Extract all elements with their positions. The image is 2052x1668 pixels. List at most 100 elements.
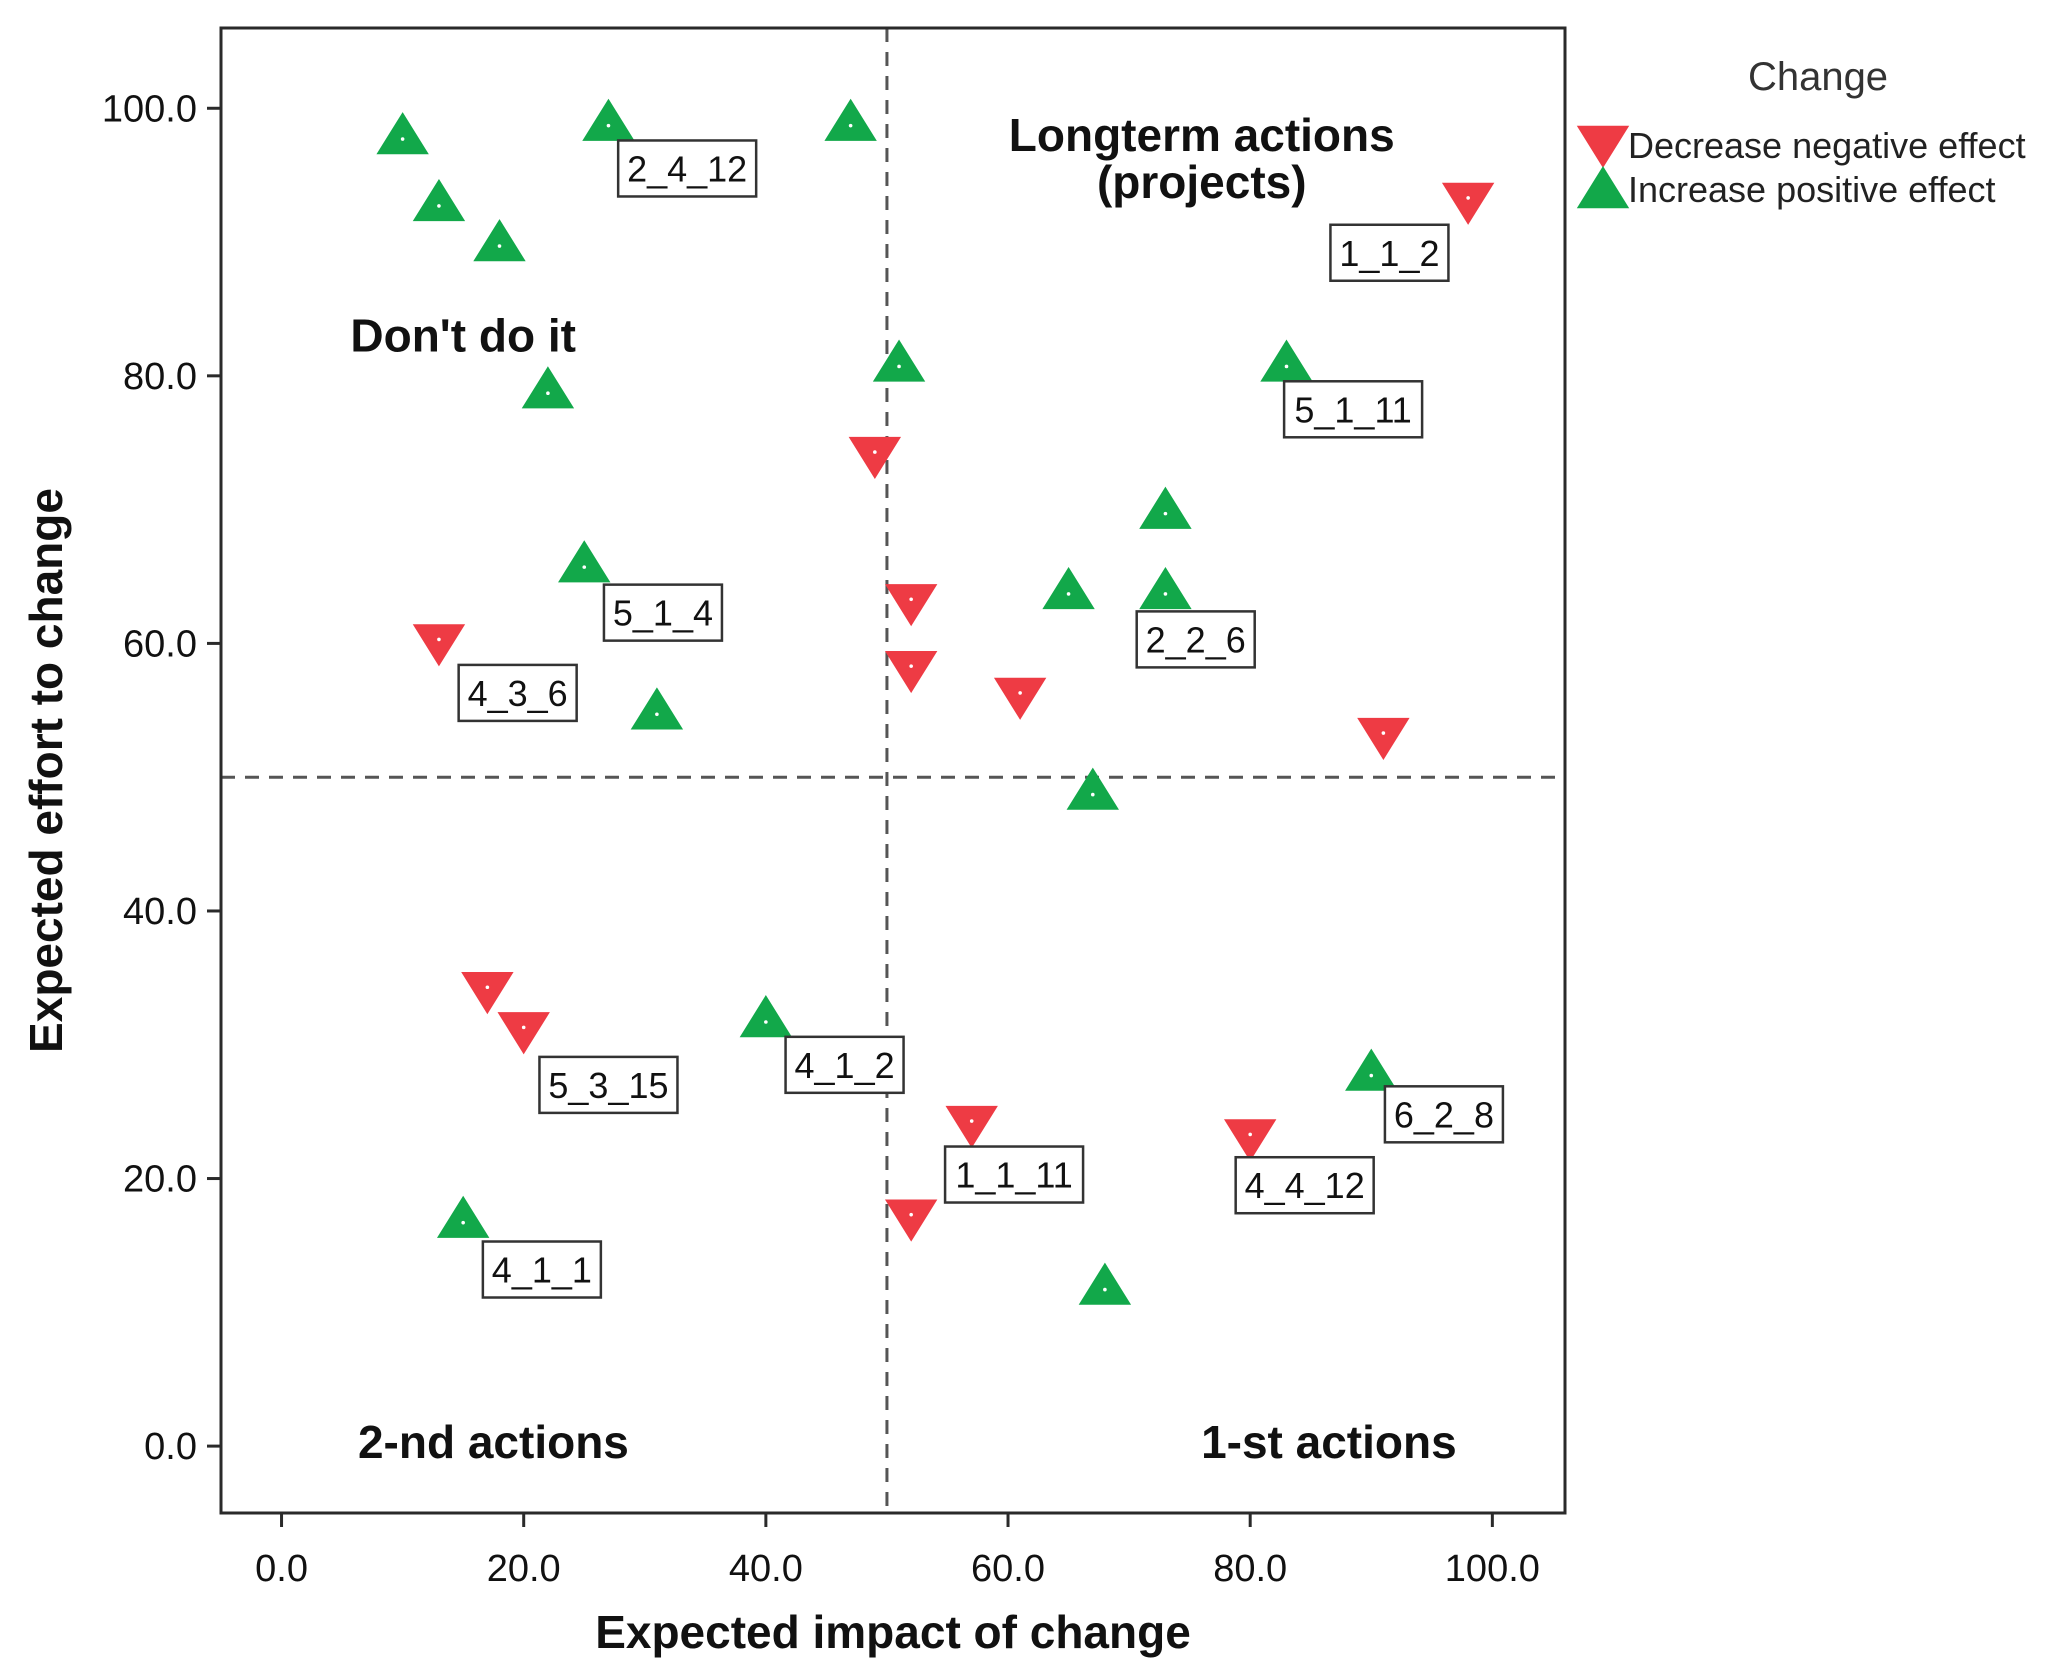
marker-center-dot (969, 1119, 974, 1123)
decrease-point-marker (497, 1012, 550, 1055)
point-label-text: 5_3_15 (548, 1065, 668, 1106)
increase-point-marker (1139, 486, 1192, 529)
increase-point-marker (1078, 1262, 1132, 1305)
y-tick-label: 80.0 (123, 356, 197, 398)
marker-center-dot (909, 597, 913, 602)
marker-center-dot (497, 244, 502, 248)
marker-center-dot (655, 712, 659, 717)
quadrant-label: Longterm actions (1009, 109, 1395, 161)
decrease-point-marker (461, 972, 514, 1015)
legend-entry-label: Decrease negative effect (1628, 125, 2026, 166)
x-tick-label: 20.0 (487, 1548, 561, 1590)
marker-center-dot (909, 664, 913, 668)
y-tick-label: 0.0 (144, 1426, 197, 1468)
x-tick-label: 40.0 (729, 1548, 803, 1590)
quadrant-label: 2-nd actions (358, 1416, 629, 1468)
marker-center-dot (764, 1020, 768, 1024)
point-label-box (784, 1035, 905, 1095)
y-tick-label: 60.0 (123, 623, 197, 665)
decrease-point-marker (945, 1105, 998, 1148)
marker-center-dot (1090, 792, 1095, 797)
point-label-box (1329, 223, 1450, 283)
point-label-box (1135, 610, 1256, 669)
point-label-text: 2_2_6 (1146, 619, 1246, 660)
increase-point-marker (376, 112, 429, 155)
marker-center-dot (461, 1220, 465, 1225)
decrease-point-marker (993, 677, 1047, 720)
decrease-point-marker (848, 436, 902, 480)
marker-center-dot (1381, 731, 1386, 735)
increase-point-marker (473, 219, 526, 262)
increase-point-marker (739, 995, 793, 1038)
decrease-point-marker (1357, 717, 1410, 761)
point-label-text: 4_4_12 (1245, 1165, 1365, 1206)
marker-center-dot (1466, 196, 1470, 200)
y-tick-label: 20.0 (123, 1159, 197, 1201)
marker-center-dot (606, 123, 611, 128)
point-label-box (943, 1145, 1085, 1204)
plot-area-frame (219, 26, 1567, 1515)
marker-center-dot (1163, 511, 1168, 516)
legend-title: Change (1748, 55, 1888, 99)
axis-ticks: 0.0 20.0 40.0 60.0 80.0 100.0 0.0 20.0 40.0 60.0 8… (102, 88, 1540, 1590)
marker-center-dot (909, 1212, 913, 1217)
point-label-box (602, 583, 724, 642)
marker-center-dot (1066, 592, 1071, 596)
marker-center-dot (582, 565, 587, 569)
x-tick-label: 60.0 (971, 1548, 1045, 1590)
increase-point-marker (521, 366, 575, 409)
data-points (376, 98, 1495, 1305)
marker-center-dot (546, 391, 550, 396)
legend-marker (1576, 166, 1630, 209)
increase-point-marker (436, 1195, 490, 1238)
point-label-text: 4_1_1 (492, 1250, 592, 1291)
decrease-point-marker (884, 584, 938, 627)
decrease-point-marker (1441, 182, 1495, 225)
increase-point-marker (558, 540, 611, 583)
point-label-text: 1_1_2 (1339, 233, 1439, 274)
quadrant-label: 1-st actions (1201, 1416, 1457, 1468)
marker-center-dot (1163, 592, 1168, 596)
point-label-text: 4_3_6 (468, 673, 568, 714)
marker-center-dot (1248, 1132, 1252, 1137)
decrease-point-marker (412, 624, 466, 667)
point-label-box (538, 1055, 679, 1115)
y-tick-label: 40.0 (123, 891, 197, 933)
x-tick-label: 80.0 (1213, 1548, 1287, 1590)
marker-center-dot (521, 1025, 526, 1030)
point-label-text: 5_1_4 (613, 593, 713, 634)
marker-center-dot (873, 450, 877, 454)
point-label-box (616, 139, 758, 198)
point-label-text: 5_1_11 (1294, 389, 1411, 430)
point-label-text: 4_1_2 (795, 1045, 895, 1086)
point-label-text: 2_4_12 (627, 148, 747, 189)
increase-point-marker (1345, 1048, 1398, 1091)
marker-center-dot (1018, 691, 1022, 695)
increase-point-marker (412, 178, 466, 222)
point-labels: 2_4_12 1_1_2 5_1_11 5_1_4 2_2_6 4_3_6 5_3_15 4_… (457, 139, 1505, 1299)
increase-point-marker (824, 98, 877, 141)
increase-point-marker (1066, 767, 1119, 810)
decrease-point-marker (884, 650, 938, 694)
marker-center-dot (848, 123, 853, 128)
marker-center-dot (400, 137, 405, 141)
legend-entry-label: Increase positive effect (1628, 169, 1996, 210)
marker-center-dot (437, 637, 441, 642)
increase-point-marker (630, 687, 684, 730)
point-label-box (1383, 1085, 1505, 1144)
increase-point-marker (1139, 566, 1192, 610)
marker-center-dot (1103, 1287, 1107, 1292)
point-label-text: 6_2_8 (1394, 1094, 1494, 1135)
y-tick-label: 100.0 (102, 88, 197, 130)
quadrant-label: Don't do it (350, 310, 576, 362)
marker-center-dot (897, 364, 901, 369)
increase-point-marker (1042, 566, 1095, 610)
legend-marker (1576, 125, 1630, 168)
point-label-box (1234, 1155, 1375, 1215)
point-label-text: 1_1_11 (955, 1155, 1072, 1196)
marker-center-dot (485, 985, 490, 990)
marker-center-dot (1284, 364, 1289, 369)
decrease-point-marker (884, 1199, 938, 1242)
